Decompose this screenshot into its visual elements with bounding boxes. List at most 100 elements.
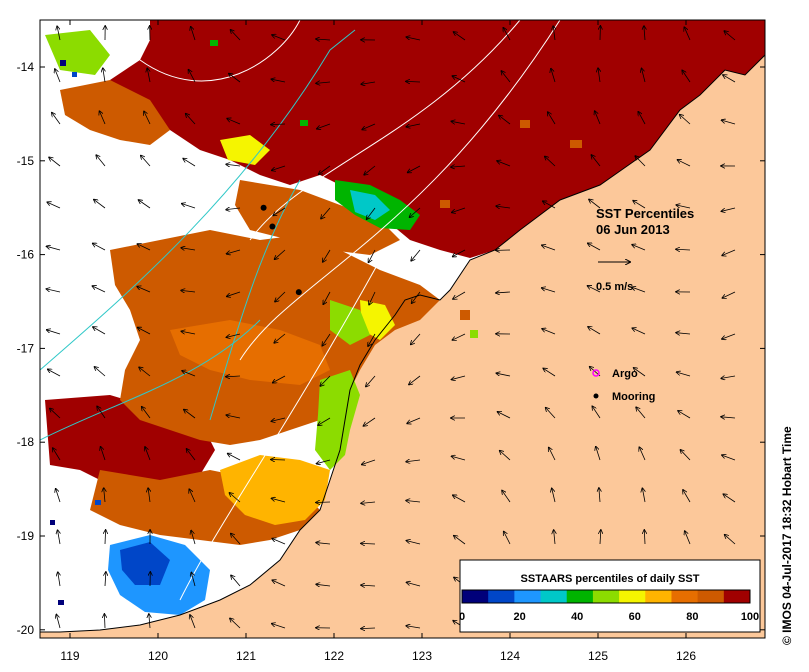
current-vector (105, 572, 106, 587)
current-vector (104, 614, 105, 629)
current-vector (587, 286, 601, 293)
current-vector (96, 155, 106, 167)
colorbar-swatch (723, 590, 751, 603)
current-vector (638, 112, 646, 125)
current-vector (406, 37, 421, 41)
current-vector (145, 447, 151, 461)
current-vector (644, 26, 645, 41)
current-vector (92, 286, 106, 293)
current-vector (453, 291, 466, 299)
x-tick-label: 123 (412, 649, 432, 663)
current-vector (191, 531, 196, 545)
current-vector (636, 407, 646, 419)
current-vector (721, 417, 736, 418)
current-vector (642, 488, 645, 503)
current-vector (361, 82, 376, 84)
current-vector (644, 530, 645, 545)
current-vector (366, 375, 376, 387)
current-vector (361, 585, 376, 586)
marker-legend: Argo Mooring (592, 368, 655, 403)
current-vector (722, 120, 736, 125)
current-vector (141, 155, 151, 167)
current-vector (501, 71, 511, 83)
current-vector (273, 375, 286, 383)
current-vector (318, 417, 331, 425)
current-vector (94, 200, 106, 209)
current-vector (554, 530, 555, 545)
current-vector (453, 495, 466, 503)
current-vector (500, 451, 511, 461)
current-vector (683, 490, 691, 503)
current-vector (677, 372, 691, 377)
current-vector (543, 368, 556, 377)
current-vector (451, 375, 466, 380)
current-vector (226, 376, 241, 377)
current-vector (680, 115, 691, 125)
current-vector (368, 249, 376, 262)
colorbar-swatch (462, 590, 489, 603)
current-vector (361, 628, 376, 629)
current-vector (361, 543, 376, 544)
current-vector (227, 119, 241, 125)
current-vector (600, 530, 601, 545)
current-vector (320, 375, 331, 386)
y-tick-label: -15 (17, 154, 35, 168)
current-vector (411, 249, 421, 261)
current-vector (635, 156, 646, 167)
current-vector (57, 26, 61, 41)
credit-label: IMOS 04-Jul-2017 18:32 Hobart Time (780, 426, 794, 633)
current-vector (104, 488, 105, 503)
coastline (40, 54, 765, 633)
current-vector (545, 156, 556, 167)
current-vector (684, 27, 691, 41)
current-vector (271, 124, 286, 125)
current-vector (321, 207, 331, 219)
current-vector (502, 490, 511, 503)
current-vector (632, 328, 646, 335)
current-vector (406, 81, 421, 82)
current-vector (97, 406, 106, 419)
mooring-label: Mooring (612, 391, 655, 403)
current-vector (406, 460, 421, 462)
latitude-axis: -14 -15 -16 -17 -18 -19 -20 (17, 60, 765, 637)
x-tick-label: 120 (148, 649, 168, 663)
current-vector (682, 70, 691, 83)
sst-zone-mid-green-2 (330, 300, 370, 345)
current-vector (406, 541, 421, 545)
current-vector (228, 454, 241, 461)
current-vector (721, 376, 736, 378)
current-vector (542, 329, 556, 335)
colorbar-tick-label: 60 (629, 611, 641, 623)
current-vector (503, 28, 511, 41)
current-vector (227, 291, 241, 296)
sst-zone-mid-yellow-2 (220, 135, 270, 165)
x-tick-label: 125 (588, 649, 608, 663)
current-vector (189, 489, 196, 503)
argo-marker-icon (592, 369, 600, 377)
mooring-marker-icon (593, 393, 599, 399)
current-vector (639, 447, 646, 461)
colorbar-tick-label: 40 (571, 611, 583, 623)
current-vector (182, 371, 196, 377)
current-vector (553, 26, 555, 41)
sst-zone-above-avg-2 (170, 320, 330, 385)
current-vector (549, 447, 556, 461)
current-vector (316, 543, 331, 544)
current-vector (368, 333, 376, 346)
mooring-point (295, 289, 302, 296)
current-vector (226, 333, 241, 337)
current-vector (362, 459, 376, 464)
colorbar-swatch (592, 590, 620, 603)
current-vector (99, 111, 106, 125)
current-vector (369, 291, 376, 305)
current-vector (148, 488, 150, 503)
current-vector (275, 291, 286, 302)
current-vector (49, 157, 61, 167)
current-vector (93, 243, 106, 251)
current-vector (319, 165, 331, 174)
current-vector (454, 32, 466, 41)
current-vector (721, 207, 736, 211)
current-vector (48, 369, 61, 377)
current-vector (588, 327, 601, 335)
colorbar-tick-label: 100 (741, 611, 759, 623)
